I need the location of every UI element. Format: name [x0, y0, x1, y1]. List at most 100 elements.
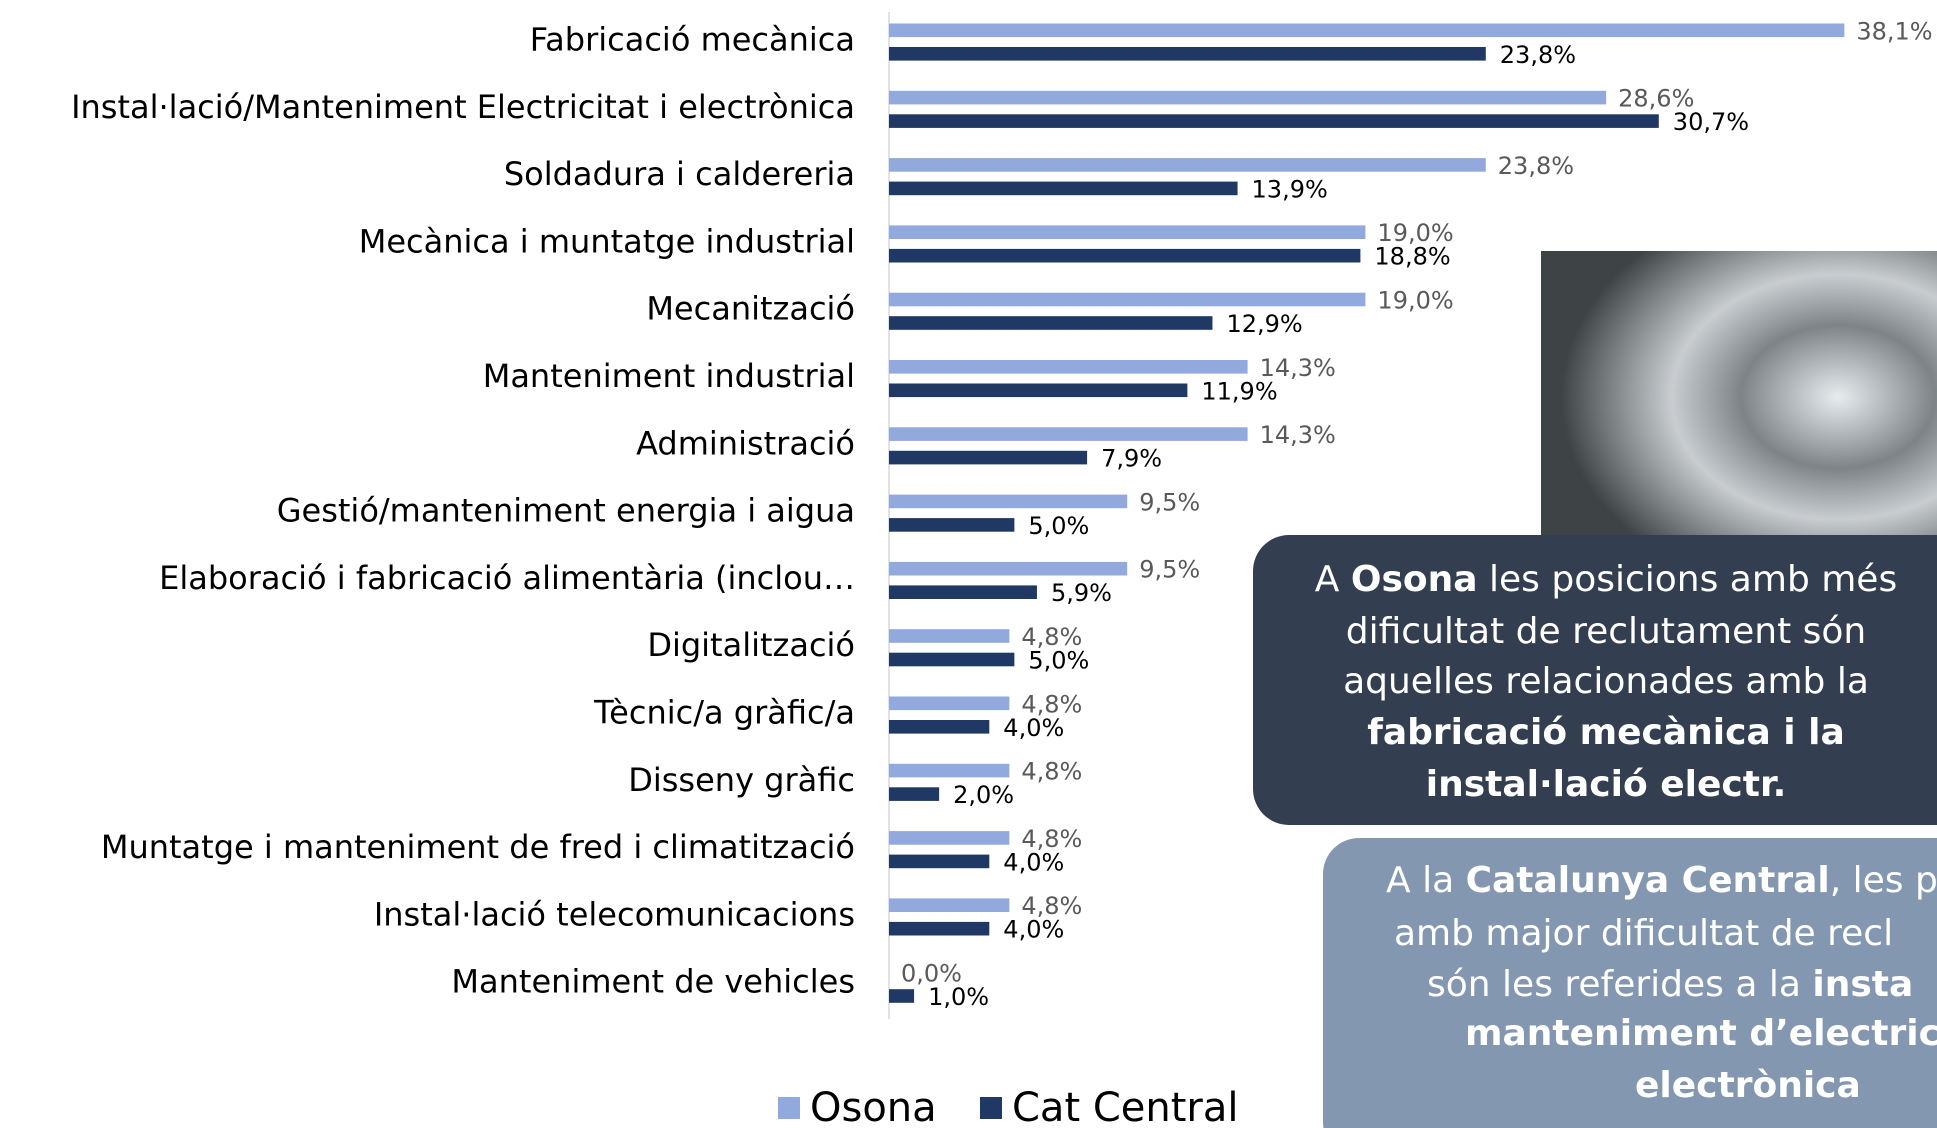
- bar: [889, 652, 1015, 667]
- category-label: Manteniment de vehicles: [451, 963, 855, 1001]
- category-label: Fabricació mecànica: [530, 21, 855, 59]
- legend-swatch: [980, 1097, 1002, 1119]
- value-label: 4,0%: [1003, 714, 1064, 742]
- legend-label: Osona: [810, 1085, 937, 1128]
- annotation-segment: A: [1315, 559, 1351, 600]
- bar: [889, 181, 1238, 196]
- bar: [889, 585, 1037, 599]
- annotation-segment: les posicions amb més: [1478, 559, 1898, 600]
- category-label: Administració: [636, 424, 855, 462]
- annotation-text: A la Catalunya Central, les p: [1386, 860, 1937, 901]
- annotation-segment: Osona: [1351, 559, 1478, 600]
- value-label: 9,5%: [1139, 488, 1200, 516]
- annotation-text: A Osona les posicions amb més: [1315, 559, 1897, 600]
- value-label: 9,5%: [1139, 556, 1200, 584]
- category-label: Disseny gràfic: [628, 761, 855, 799]
- category-label: Digitalització: [647, 626, 855, 664]
- annotation-segment: aquelles relacionades amb la: [1343, 661, 1869, 702]
- value-label: 19,0%: [1377, 219, 1453, 247]
- annotation-segment: Catalunya Central: [1466, 860, 1830, 901]
- category-label: Tècnic/a gràfic/a: [593, 694, 855, 732]
- bar: [889, 921, 990, 936]
- value-label: 1,0%: [928, 983, 989, 1011]
- annotation-segment: electrònica: [1635, 1065, 1861, 1106]
- bar: [889, 787, 940, 801]
- value-label: 28,6%: [1618, 85, 1694, 113]
- annotation-segment: A la: [1386, 860, 1466, 901]
- bar: [889, 831, 1010, 845]
- value-label: 4,8%: [1021, 892, 1082, 920]
- annotation-segment: manteniment d’electric: [1465, 1013, 1937, 1054]
- annotation-text: dificultat de reclutament són: [1346, 611, 1866, 652]
- value-label: 13,9%: [1252, 175, 1328, 203]
- category-label: Mecànica i muntatge industrial: [359, 222, 855, 260]
- category-label: Instal·lació telecomunicacions: [374, 895, 855, 933]
- category-label: Soldadura i caldereria: [504, 155, 855, 193]
- annotation-text: aquelles relacionades amb la: [1343, 661, 1869, 702]
- bar: [889, 427, 1248, 441]
- bar: [889, 360, 1248, 374]
- annotation-box: [1253, 535, 1937, 825]
- bar: [889, 518, 1015, 532]
- bar: [889, 629, 1010, 643]
- annotation-text: manteniment d’electric: [1465, 1013, 1937, 1054]
- value-label: 7,9%: [1101, 445, 1162, 473]
- bar: [889, 90, 1607, 105]
- annotation-text: instal·lació electr.: [1426, 764, 1787, 805]
- value-label: 5,9%: [1051, 579, 1112, 607]
- bar: [889, 494, 1128, 509]
- category-label: Instal·lació/Manteniment Electricitat i …: [71, 88, 855, 126]
- annotation-text: electrònica: [1635, 1065, 1861, 1106]
- legend-swatch: [778, 1097, 800, 1119]
- value-label: 5,0%: [1028, 512, 1089, 540]
- annotation-segment: insta: [1812, 964, 1913, 1005]
- value-label: 38,1%: [1856, 17, 1932, 45]
- bar: [889, 720, 990, 734]
- bar: [889, 383, 1188, 398]
- value-label: 12,9%: [1226, 310, 1302, 338]
- annotation-text: són les referides a la insta: [1427, 964, 1913, 1005]
- value-label: 4,8%: [1021, 623, 1082, 651]
- bar: [889, 114, 1659, 128]
- annotation-segment: són les referides a la: [1427, 964, 1812, 1005]
- annotation-segment: , les p: [1830, 860, 1937, 901]
- bar: [889, 989, 915, 1003]
- value-label: 30,7%: [1673, 108, 1749, 136]
- value-label: 4,0%: [1003, 916, 1064, 944]
- value-label: 23,8%: [1500, 41, 1576, 69]
- bar: [889, 854, 990, 869]
- bar: [889, 450, 1088, 465]
- bar: [889, 696, 1010, 711]
- bar: [889, 898, 1010, 912]
- category-label: Muntatge i manteniment de fred i climati…: [101, 828, 855, 866]
- value-label: 11,9%: [1201, 377, 1277, 405]
- legend-label: Cat Central: [1012, 1085, 1238, 1128]
- annotation-segment: instal·lació electr.: [1426, 764, 1787, 805]
- category-label: Manteniment industrial: [483, 357, 855, 395]
- annotation-segment: fabricació mecànica i la: [1367, 712, 1845, 753]
- category-label: Elaboració i fabricació alimentària (inc…: [159, 559, 855, 597]
- bar: [889, 292, 1366, 307]
- bar: [889, 23, 1845, 38]
- bar: [889, 47, 1486, 61]
- bar: [889, 561, 1128, 576]
- value-label: 4,8%: [1021, 690, 1082, 718]
- value-label: 14,3%: [1260, 354, 1336, 382]
- bar: [889, 316, 1213, 330]
- photo: [1541, 251, 1937, 543]
- value-label: 19,0%: [1377, 287, 1453, 315]
- value-label: 14,3%: [1260, 421, 1336, 449]
- bar: [889, 158, 1486, 172]
- annotation-segment: amb major dificultat de recl: [1394, 913, 1893, 954]
- value-label: 23,8%: [1498, 152, 1574, 180]
- annotation-text: fabricació mecànica i la: [1367, 712, 1845, 753]
- category-label: Gestió/manteniment energia i aigua: [277, 492, 855, 530]
- category-label: Mecanització: [646, 290, 855, 328]
- value-label: 4,8%: [1021, 758, 1082, 786]
- value-label: 5,0%: [1028, 647, 1089, 675]
- value-label: 18,8%: [1374, 243, 1450, 271]
- value-label: 0,0%: [901, 960, 962, 988]
- bar: [889, 763, 1010, 778]
